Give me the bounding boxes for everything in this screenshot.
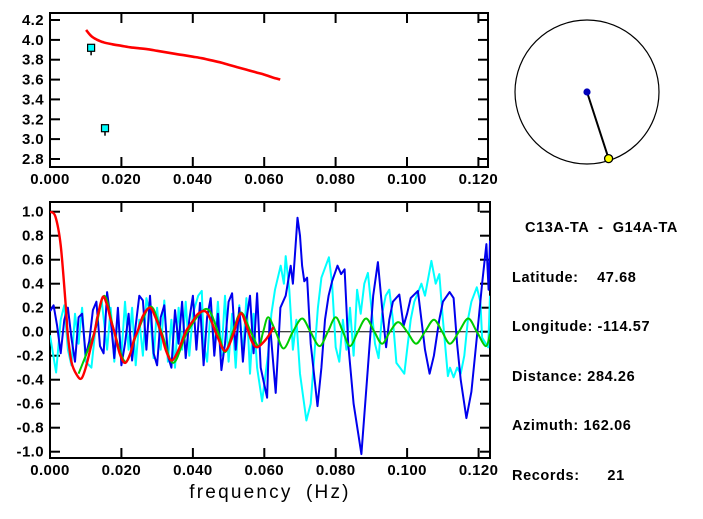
y-tick-label: 3.2 — [22, 111, 44, 128]
x-tick-label: 0.080 — [316, 462, 356, 479]
spectrum-frame — [49, 201, 491, 459]
info-label: Records: — [512, 467, 580, 484]
y-tick-label: 4.0 — [22, 32, 44, 49]
station-pair-title: C13A-TA - G14A-TA — [525, 220, 678, 236]
info-label: Longitude: — [512, 319, 593, 335]
azimuth-end-dot — [603, 153, 614, 164]
dispersion-plot[interactable]: 0.000 0.020 0.040 0.060 0.080 0.100 0.120 4.2 4.… — [22, 12, 498, 188]
y-tick-label: -0.4 — [17, 372, 45, 389]
x-tick-label: 0.080 — [316, 171, 356, 188]
velocity-pick-marker[interactable] — [86, 43, 96, 56]
phase-velocity-curve-series — [85, 29, 281, 81]
y-tick-label: 1.0 — [22, 204, 44, 221]
y-tick-label: 0.8 — [22, 228, 44, 245]
azimuth-line — [586, 91, 610, 159]
x-tick-label: 0.020 — [102, 171, 142, 188]
y-tick-label: 3.0 — [22, 131, 44, 148]
y-tick-label: 3.8 — [22, 52, 44, 69]
y-tick-label: 0.0 — [22, 324, 44, 341]
dial-circle — [514, 19, 660, 165]
y-tick-label: 2.8 — [22, 151, 44, 168]
info-row-azimuth: Azimuth: 162.06 — [512, 418, 678, 435]
x-tick-label: 0.100 — [387, 171, 427, 188]
x-tick-label: 0.120 — [459, 462, 499, 479]
x-tick-label: 0.040 — [173, 171, 213, 188]
y-tick-label: -1.0 — [17, 444, 44, 461]
y-tick-label: 0.4 — [22, 276, 44, 293]
azimuth-dial — [514, 19, 660, 165]
info-row-longitude: Longitude: -114.57 — [512, 319, 678, 336]
info-row-distance: Distance: 284.26 — [512, 369, 678, 386]
info-value: 21 — [579, 467, 625, 484]
info-value: 284.26 — [582, 368, 636, 385]
spectrum-plot[interactable]: 0.000 0.020 0.040 0.060 0.080 0.100 0.120 1.0 0.… — [17, 201, 499, 479]
info-label: Latitude: — [512, 269, 579, 286]
x-tick-label: 0.100 — [387, 462, 427, 479]
x-tick-label: 0.040 — [173, 462, 213, 479]
info-label: Distance: — [512, 368, 583, 385]
info-row-latitude: Latitude: 47.68 — [512, 270, 678, 287]
x-tick-label: 0.020 — [102, 462, 142, 479]
x-tick-label: 0.120 — [459, 171, 499, 188]
x-tick-label: 0.000 — [30, 171, 70, 188]
y-tick-label: 4.2 — [22, 12, 44, 29]
info-value: -114.57 — [592, 319, 651, 335]
velocity-pick-marker[interactable] — [100, 124, 110, 136]
bessel-fit-red-series — [50, 210, 275, 381]
dispersion-frame — [49, 12, 489, 168]
station-pair-info: C13A-TA - G14A-TA Latitude: 47.68 Longit… — [512, 187, 678, 517]
info-row-records: Records: 21 — [512, 468, 678, 485]
x-axis-title: frequency (Hz) — [189, 482, 351, 503]
observed-spectrum-blue-series — [50, 216, 490, 456]
y-tick-label: 3.6 — [22, 72, 44, 89]
y-tick-label: 3.4 — [22, 91, 44, 108]
info-label: Azimuth: — [512, 418, 579, 434]
x-tick-label: 0.060 — [245, 462, 285, 479]
y-tick-label: -0.2 — [17, 348, 44, 365]
x-tick-label: 0.060 — [244, 171, 284, 188]
y-tick-label: 0.6 — [22, 252, 44, 269]
info-value: 47.68 — [578, 269, 637, 286]
y-tick-label: 0.2 — [22, 300, 44, 317]
y-tick-label: -0.6 — [17, 396, 44, 413]
station-center-dot — [583, 88, 591, 96]
x-tick-label: 0.000 — [30, 462, 70, 479]
y-tick-label: -0.8 — [17, 420, 44, 437]
info-value: 162.06 — [578, 418, 632, 434]
